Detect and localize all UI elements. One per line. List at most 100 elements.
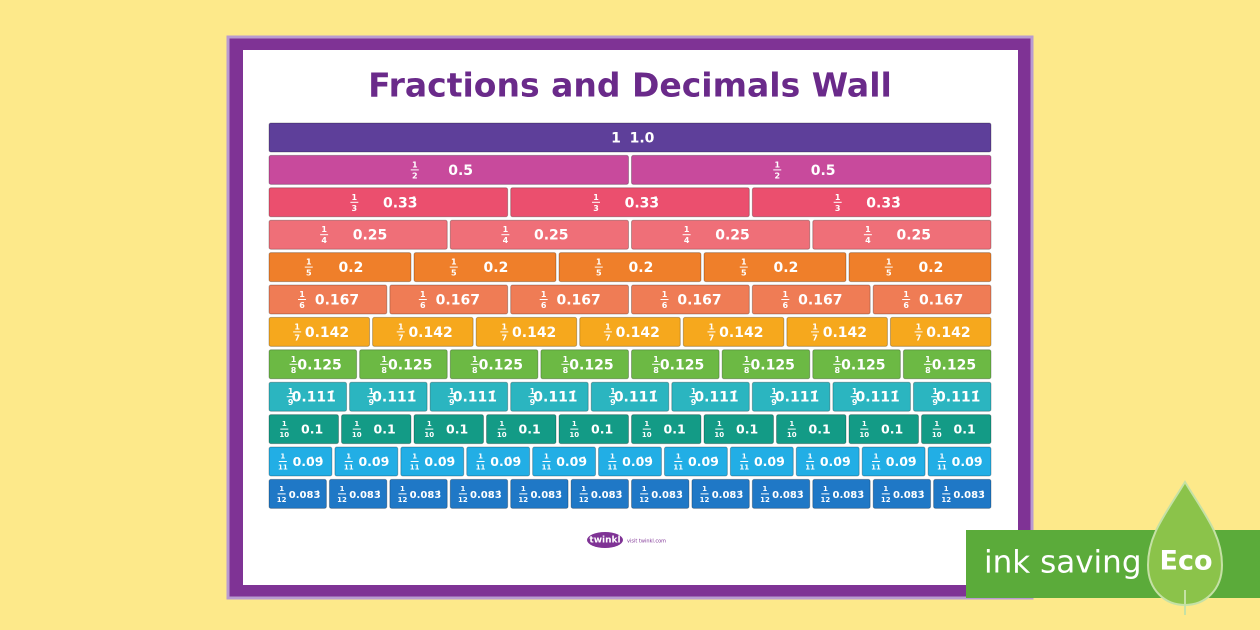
wall-block: [872, 478, 932, 509]
wall-block: [268, 154, 629, 185]
decimal: 0.25: [715, 228, 750, 244]
wall-block: [359, 349, 448, 380]
decimal: 0.111̇: [855, 390, 899, 406]
decimal: 0.1: [736, 422, 758, 437]
decimal: 0.083̇: [833, 489, 865, 501]
denominator: 8: [834, 366, 840, 375]
wall-block: [751, 381, 831, 412]
numerator: 1: [412, 453, 417, 461]
decimal: 0.083̇: [289, 489, 321, 501]
numerator: 1: [763, 485, 768, 493]
numerator: 1: [771, 387, 777, 396]
decimal: 0.2: [629, 260, 654, 276]
denominator: 9: [610, 398, 616, 407]
denominator: 8: [563, 366, 569, 375]
denominator: 7: [605, 333, 611, 342]
numerator: 1: [530, 387, 536, 396]
numerator: 1: [593, 193, 599, 202]
decimal: 0.083̇: [591, 489, 623, 501]
numerator: 1: [354, 420, 359, 428]
numerator: 1: [280, 453, 285, 461]
numerator: 1: [610, 453, 615, 461]
denominator: 10: [859, 431, 869, 439]
denominator: 6: [420, 301, 426, 310]
numerator: 1: [502, 322, 508, 331]
numerator: 1: [886, 258, 892, 267]
numerator: 1: [503, 225, 509, 234]
decimal: 0.1: [519, 422, 541, 437]
wall-block: [832, 381, 911, 412]
wall-block: [795, 446, 860, 477]
numerator: 1: [368, 387, 374, 396]
decimal: 0.111̇: [775, 390, 819, 406]
numerator: 1: [288, 387, 294, 396]
wall-row: 190.111̇ 190.111̇ 190.111̇ 190.111̇ 190.111̇…: [268, 381, 992, 412]
numerator: 1: [340, 485, 345, 493]
denominator: 9: [691, 398, 697, 407]
wall-block: [812, 219, 992, 250]
denominator: 10: [787, 431, 797, 439]
wall-block: [872, 284, 992, 315]
numerator: 1: [744, 355, 750, 364]
decimal: 0.1: [954, 422, 976, 437]
denominator: 11: [278, 464, 288, 472]
wall-row: 1 6 0.167 1 6 0.167 1 6 0.167 1 6 0.167 1 6 0.167 1 6 0.1…: [268, 284, 992, 315]
wall-block: [921, 414, 992, 445]
numerator: 1: [774, 160, 780, 169]
decimal: 0.111̇: [453, 390, 497, 406]
wall-block: [631, 478, 690, 509]
wall-block: [682, 316, 785, 347]
denominator: 6: [903, 301, 909, 310]
wall-block: [671, 381, 750, 412]
decimal: 0.125: [751, 357, 795, 373]
wall-block: [268, 252, 412, 283]
decimal: 0.1: [591, 422, 613, 437]
wall-block: [786, 316, 888, 347]
numerator: 1: [299, 290, 305, 299]
denominator: 9: [530, 398, 536, 407]
denominator: 10: [932, 431, 942, 439]
decimal: 0.2: [774, 260, 799, 276]
denominator: 9: [932, 398, 938, 407]
decimal: 0.0̇9̇: [754, 454, 785, 469]
numerator: 1: [662, 290, 668, 299]
wall-block: [449, 349, 539, 380]
numerator: 1: [653, 355, 659, 364]
decimal: 0.2: [339, 260, 364, 276]
wall-block: [927, 446, 992, 477]
wall-block: [510, 187, 750, 218]
wall-block: [268, 478, 327, 509]
decimal: 0.142: [823, 325, 867, 341]
denominator: 6: [299, 301, 305, 310]
wall-block: [703, 414, 774, 445]
wall-row: 112 0.083̇112 0.083̇112 0.083̇112 0.083̇112 0…: [268, 478, 992, 509]
numerator: 1: [644, 420, 649, 428]
decimal: 0.142: [616, 325, 660, 341]
denominator: 11: [739, 464, 749, 472]
numerator: 1: [934, 420, 939, 428]
denominator: 5: [306, 269, 312, 278]
denominator: 10: [424, 431, 434, 439]
decimal: 0.167: [919, 293, 963, 309]
wall-block: [268, 381, 348, 412]
denominator: 9: [288, 398, 294, 407]
wall-block: [776, 414, 847, 445]
denominator: 12: [579, 496, 589, 504]
decimal: 0.1: [374, 422, 396, 437]
denominator: 10: [352, 431, 362, 439]
wall-row: 1 5 0.2 1 5 0.2 1 5 0.2 1 5 0.2 1 5 0.2: [268, 252, 992, 283]
wall-block: [579, 316, 681, 347]
decimal: 0.0̇9̇: [886, 454, 917, 469]
denominator: 8: [744, 366, 750, 375]
numerator: 1: [865, 225, 871, 234]
denominator: 8: [472, 366, 478, 375]
wall-block: [889, 316, 992, 347]
decimal: 0.125: [388, 357, 432, 373]
wall-block: [751, 187, 992, 218]
decimal: 0.111̇: [292, 390, 336, 406]
wall-block: [558, 414, 629, 445]
wall-block: [590, 381, 670, 412]
decimal: 0.25: [353, 228, 388, 244]
wall-block: [268, 187, 509, 218]
